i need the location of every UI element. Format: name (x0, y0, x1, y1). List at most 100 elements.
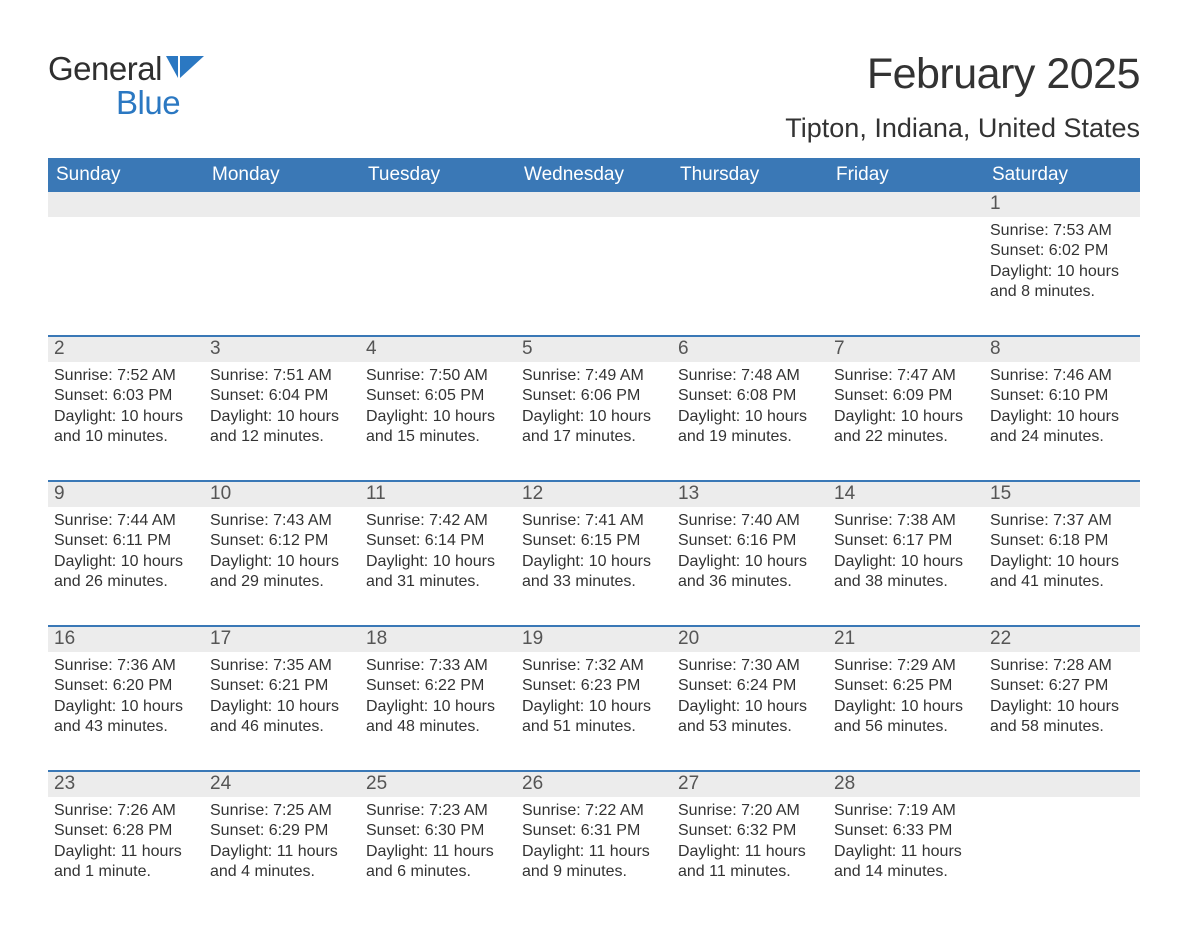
calendar-cell: 11 Sunrise: 7:42 AMSunset: 6:14 PMDayligh… (360, 482, 516, 613)
calendar-cell: 9Sunrise: 7:44 AMSunset: 6:11 PMDaylight… (48, 482, 204, 613)
calendar-cell: 14Sunrise: 7:38 AMSunset: 6:17 PMDayligh… (828, 482, 984, 613)
daylight-line: Daylight: 10 hours and 56 minutes. (834, 697, 978, 738)
sunset-line: Sunset: 6:20 PM (54, 676, 198, 696)
week-row: 9Sunrise: 7:44 AMSunset: 6:11 PMDaylight… (48, 480, 1140, 613)
day-number: 5 (516, 337, 672, 362)
day-header: Thursday (672, 158, 828, 192)
day-number: 25 (360, 772, 516, 797)
day-body: Sunrise: 7:20 AMSunset: 6:32 PMDaylight:… (672, 797, 828, 895)
calendar-cell-empty: . (672, 192, 828, 323)
sunset-line: Sunset: 6:29 PM (210, 821, 354, 841)
sunset-line: Sunset: 6:06 PM (522, 386, 666, 406)
sunrise-line: Sunrise: 7:50 AM (366, 366, 510, 386)
day-number: 22 (984, 627, 1140, 652)
day-number: 20 (672, 627, 828, 652)
sunset-line: Sunset: 6:08 PM (678, 386, 822, 406)
day-body: Sunrise: 7:49 AMSunset: 6:06 PMDaylight:… (516, 362, 672, 460)
calendar-cell-empty: . (204, 192, 360, 323)
calendar-cell-empty: . (48, 192, 204, 323)
sunset-line: Sunset: 6:12 PM (210, 531, 354, 551)
daylight-line: Daylight: 10 hours and 31 minutes. (366, 552, 510, 593)
sunset-line: Sunset: 6:18 PM (990, 531, 1134, 551)
sunrise-line: Sunrise: 7:42 AM (366, 511, 510, 531)
sunset-line: Sunset: 6:17 PM (834, 531, 978, 551)
sunset-line: Sunset: 6:14 PM (366, 531, 510, 551)
day-body (516, 217, 672, 315)
day-number: 17 (204, 627, 360, 652)
sunrise-line: Sunrise: 7:28 AM (990, 656, 1134, 676)
day-number: 24 (204, 772, 360, 797)
sunrise-line: Sunrise: 7:48 AM (678, 366, 822, 386)
day-body: Sunrise: 7:19 AMSunset: 6:33 PMDaylight:… (828, 797, 984, 895)
sunrise-line: Sunrise: 7:33 AM (366, 656, 510, 676)
daylight-line: Daylight: 11 hours and 6 minutes. (366, 842, 510, 883)
calendar-cell: 28Sunrise: 7:19 AMSunset: 6:33 PMDayligh… (828, 772, 984, 903)
day-number: . (360, 192, 516, 217)
sunset-line: Sunset: 6:15 PM (522, 531, 666, 551)
daylight-line: Daylight: 10 hours and 10 minutes. (54, 407, 198, 448)
daylight-line: Daylight: 10 hours and 8 minutes. (990, 262, 1134, 303)
day-number: . (828, 192, 984, 217)
daylight-line: Daylight: 10 hours and 46 minutes. (210, 697, 354, 738)
location-title: Tipton, Indiana, United States (785, 113, 1140, 144)
calendar-cell: 13Sunrise: 7:40 AMSunset: 6:16 PMDayligh… (672, 482, 828, 613)
sunrise-line: Sunrise: 7:23 AM (366, 801, 510, 821)
day-number: . (48, 192, 204, 217)
day-body: Sunrise: 7:46 AMSunset: 6:10 PMDaylight:… (984, 362, 1140, 460)
sunrise-line: Sunrise: 7:46 AM (990, 366, 1134, 386)
sunrise-line: Sunrise: 7:52 AM (54, 366, 198, 386)
day-header: Monday (204, 158, 360, 192)
day-number: 11 (360, 482, 516, 507)
calendar-cell: 7Sunrise: 7:47 AMSunset: 6:09 PMDaylight… (828, 337, 984, 468)
day-header: Saturday (984, 158, 1140, 192)
calendar-cell: 27Sunrise: 7:20 AMSunset: 6:32 PMDayligh… (672, 772, 828, 903)
daylight-line: Daylight: 10 hours and 51 minutes. (522, 697, 666, 738)
sunset-line: Sunset: 6:31 PM (522, 821, 666, 841)
sunrise-line: Sunrise: 7:36 AM (54, 656, 198, 676)
week-row: 2Sunrise: 7:52 AMSunset: 6:03 PMDaylight… (48, 335, 1140, 468)
daylight-line: Daylight: 10 hours and 58 minutes. (990, 697, 1134, 738)
sunset-line: Sunset: 6:10 PM (990, 386, 1134, 406)
sunrise-line: Sunrise: 7:41 AM (522, 511, 666, 531)
day-number: 27 (672, 772, 828, 797)
sunset-line: Sunset: 6:02 PM (990, 241, 1134, 261)
daylight-line: Daylight: 10 hours and 41 minutes. (990, 552, 1134, 593)
daylight-line: Daylight: 11 hours and 11 minutes. (678, 842, 822, 883)
day-number: 16 (48, 627, 204, 652)
sunrise-line: Sunrise: 7:37 AM (990, 511, 1134, 531)
week-row: 23Sunrise: 7:26 AMSunset: 6:28 PMDayligh… (48, 770, 1140, 903)
sunrise-line: Sunrise: 7:51 AM (210, 366, 354, 386)
sunset-line: Sunset: 6:30 PM (366, 821, 510, 841)
calendar-cell: 2Sunrise: 7:52 AMSunset: 6:03 PMDaylight… (48, 337, 204, 468)
daylight-line: Daylight: 10 hours and 17 minutes. (522, 407, 666, 448)
daylight-line: Daylight: 10 hours and 38 minutes. (834, 552, 978, 593)
calendar-cell: 17Sunrise: 7:35 AMSunset: 6:21 PMDayligh… (204, 627, 360, 758)
daylight-line: Daylight: 10 hours and 29 minutes. (210, 552, 354, 593)
calendar-cell: 16Sunrise: 7:36 AMSunset: 6:20 PMDayligh… (48, 627, 204, 758)
sunset-line: Sunset: 6:11 PM (54, 531, 198, 551)
day-header: Sunday (48, 158, 204, 192)
calendar-cell: 20Sunrise: 7:30 AMSunset: 6:24 PMDayligh… (672, 627, 828, 758)
sunset-line: Sunset: 6:09 PM (834, 386, 978, 406)
sunset-line: Sunset: 6:27 PM (990, 676, 1134, 696)
day-body: Sunrise: 7:52 AMSunset: 6:03 PMDaylight:… (48, 362, 204, 460)
day-number: . (984, 772, 1140, 797)
day-header: Wednesday (516, 158, 672, 192)
day-body: Sunrise: 7:25 AMSunset: 6:29 PMDaylight:… (204, 797, 360, 895)
day-body: Sunrise: 7:43 AMSunset: 6:12 PMDaylight:… (204, 507, 360, 605)
sunrise-line: Sunrise: 7:47 AM (834, 366, 978, 386)
sunrise-line: Sunrise: 7:35 AM (210, 656, 354, 676)
day-body: Sunrise: 7:37 AMSunset: 6:18 PMDaylight:… (984, 507, 1140, 605)
day-body (672, 217, 828, 315)
day-body: Sunrise: 7:48 AMSunset: 6:08 PMDaylight:… (672, 362, 828, 460)
daylight-line: Daylight: 10 hours and 36 minutes. (678, 552, 822, 593)
calendar-cell-empty: . (516, 192, 672, 323)
day-body: Sunrise: 7:50 AMSunset: 6:05 PMDaylight:… (360, 362, 516, 460)
logo-word-general: General (48, 50, 162, 88)
sunset-line: Sunset: 6:05 PM (366, 386, 510, 406)
sunset-line: Sunset: 6:16 PM (678, 531, 822, 551)
day-body: Sunrise: 7:29 AMSunset: 6:25 PMDaylight:… (828, 652, 984, 750)
sunset-line: Sunset: 6:24 PM (678, 676, 822, 696)
calendar-cell: 12Sunrise: 7:41 AMSunset: 6:15 PMDayligh… (516, 482, 672, 613)
daylight-line: Daylight: 11 hours and 1 minute. (54, 842, 198, 883)
